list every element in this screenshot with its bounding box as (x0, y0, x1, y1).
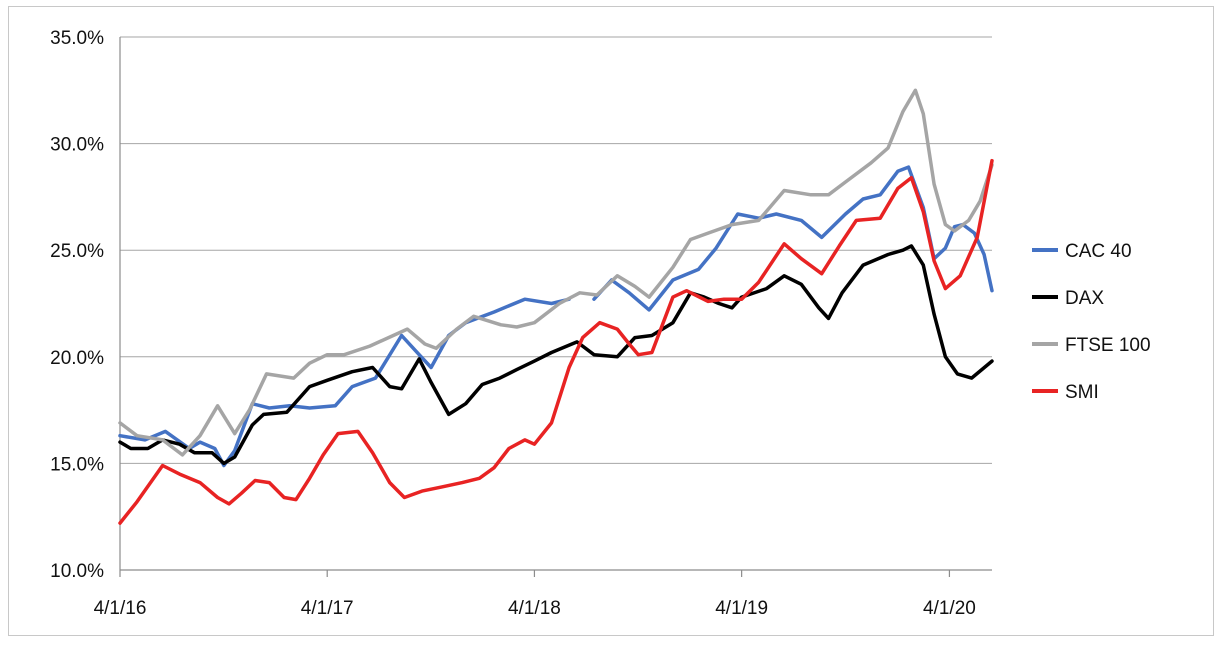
legend-label-smi: SMI (1065, 382, 1099, 403)
y-axis-tick-labels: 10.0% 15.0% 20.0% 25.0% 30.0% 35.0% (50, 28, 104, 582)
x-axis-tick-labels: 4/1/16 4/1/17 4/1/18 4/1/19 4/1/20 (94, 598, 976, 619)
legend: CAC 40 DAX FTSE 100 SMI (1032, 241, 1151, 403)
series-lines (118, 88, 994, 525)
series-line-ftse-100 (118, 88, 994, 457)
chart-frame (8, 6, 1214, 636)
axes (119, 37, 992, 577)
series-line-cac-40 (592, 165, 994, 312)
y-tick-label: 30.0% (50, 135, 104, 156)
y-tick-label: 35.0% (50, 28, 104, 49)
legend-label-dax: DAX (1065, 288, 1104, 309)
y-tick-label: 20.0% (50, 348, 104, 369)
series-line-smi (118, 158, 994, 525)
y-tick-label: 10.0% (50, 561, 104, 582)
x-tick-label: 4/1/18 (508, 598, 561, 619)
series-line-dax (118, 244, 994, 466)
legend-label-ftse-100: FTSE 100 (1065, 335, 1151, 356)
x-tick-label: 4/1/19 (715, 598, 768, 619)
x-tick-label: 4/1/20 (923, 598, 976, 619)
x-tick-label: 4/1/17 (301, 598, 354, 619)
y-tick-label: 15.0% (50, 454, 104, 475)
y-tick-label: 25.0% (50, 241, 104, 262)
legend-label-cac-40: CAC 40 (1065, 241, 1132, 262)
x-tick-label: 4/1/16 (94, 598, 147, 619)
